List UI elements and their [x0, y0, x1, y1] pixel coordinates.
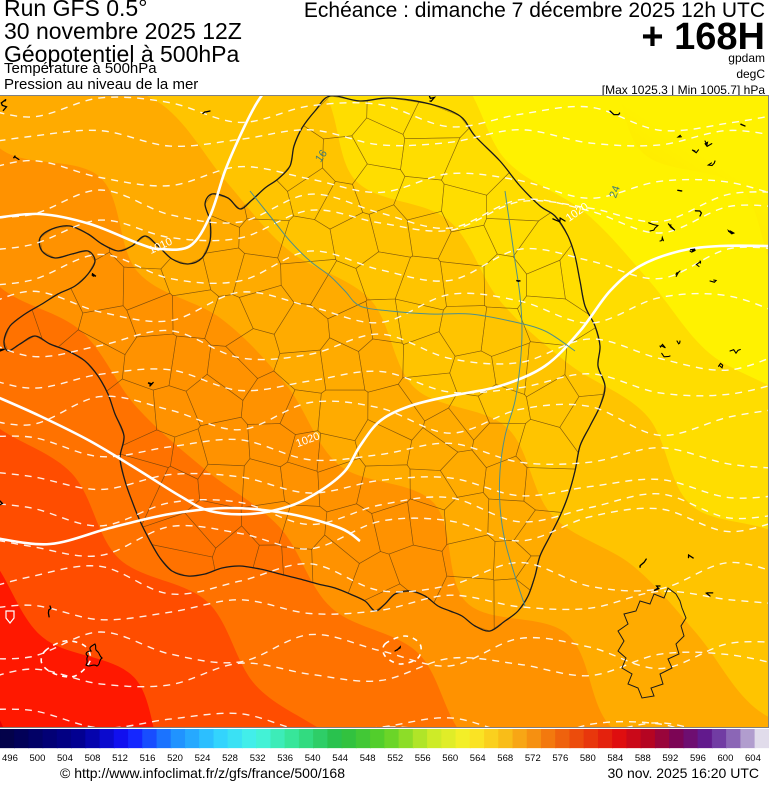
svg-text:516: 516: [140, 753, 156, 763]
svg-text:584: 584: [607, 753, 623, 763]
svg-text:564: 564: [470, 753, 486, 763]
svg-text:524: 524: [195, 753, 211, 763]
svg-text:580: 580: [580, 753, 596, 763]
svg-text:540: 540: [305, 753, 321, 763]
svg-text:536: 536: [277, 753, 293, 763]
svg-text:548: 548: [360, 753, 376, 763]
svg-text:560: 560: [442, 753, 458, 763]
svg-text:544: 544: [332, 753, 348, 763]
svg-text:504: 504: [57, 753, 73, 763]
svg-text:572: 572: [525, 753, 541, 763]
svg-text:604: 604: [745, 753, 761, 763]
svg-text:532: 532: [250, 753, 266, 763]
svg-text:588: 588: [635, 753, 651, 763]
svg-text:576: 576: [552, 753, 568, 763]
svg-text:496: 496: [2, 753, 18, 763]
svg-text:600: 600: [718, 753, 734, 763]
svg-text:568: 568: [497, 753, 513, 763]
svg-text:596: 596: [690, 753, 706, 763]
svg-text:500: 500: [30, 753, 46, 763]
svg-text:592: 592: [662, 753, 678, 763]
svg-text:520: 520: [167, 753, 183, 763]
svg-text:552: 552: [387, 753, 403, 763]
svg-text:508: 508: [85, 753, 101, 763]
svg-text:556: 556: [415, 753, 431, 763]
svg-text:512: 512: [112, 753, 128, 763]
svg-text:528: 528: [222, 753, 238, 763]
